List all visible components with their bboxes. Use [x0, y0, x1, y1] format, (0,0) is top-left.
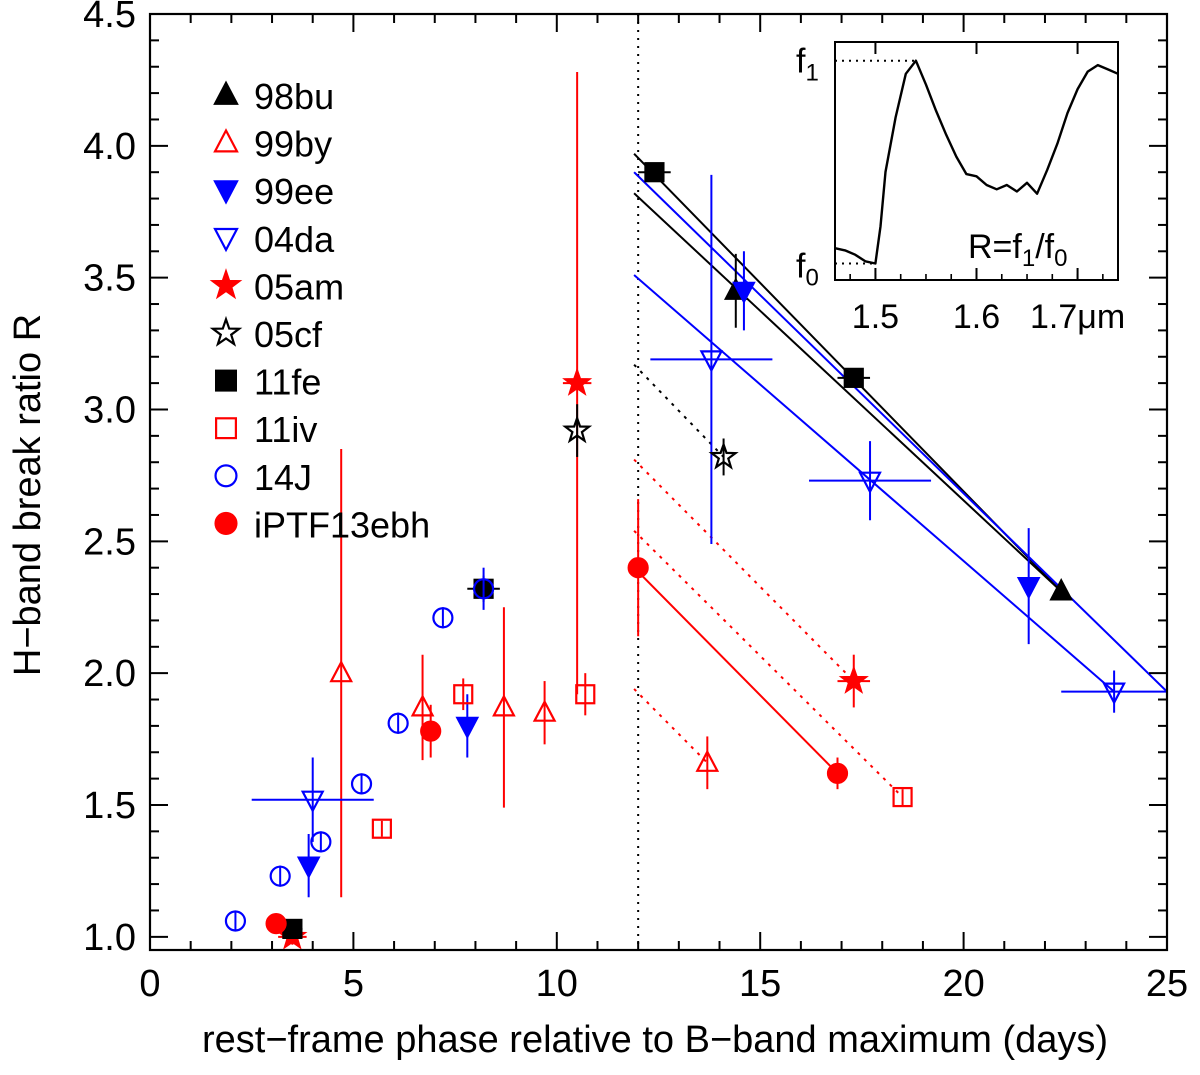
legend-marker-14j — [214, 464, 238, 488]
x-tick-label: 10 — [536, 963, 578, 1005]
data-point-iptf13ebh-3 — [826, 762, 849, 784]
data-point-14j-6 — [472, 578, 495, 600]
data-point-14j-2 — [310, 831, 332, 853]
y-tick-label: 2.5 — [83, 521, 136, 563]
inset-ratio-annotation: R=f1/f0 — [968, 228, 1067, 272]
data-point-iptf13ebh-2 — [627, 557, 649, 579]
data-point-iptf13ebh-0 — [265, 913, 287, 935]
x-tick-label: 25 — [1146, 963, 1188, 1005]
legend-marker-05cf — [209, 315, 243, 347]
inset-spectrum: 1.5 1.6 1.7μm f1 f0 R=f1/f0 — [796, 41, 1125, 336]
fit-line-1 — [633, 192, 1062, 593]
legend-label-05cf: 05cf — [254, 314, 323, 355]
fit-line-4 — [633, 363, 725, 458]
legend-label-14j: 14J — [254, 457, 312, 498]
inset-x-tick-label: 1.6 — [953, 298, 1000, 336]
data-point-14j-3 — [350, 773, 373, 795]
data-point-99by-2 — [492, 694, 516, 717]
data-point-99ee-1 — [455, 716, 480, 740]
inset-frame — [834, 41, 1119, 281]
fit-line-8 — [633, 688, 709, 764]
data-point-04da-0 — [300, 790, 325, 814]
legend-label-98bu: 98bu — [254, 76, 334, 117]
inset-f0-label: f0 — [796, 247, 819, 291]
legend-marker-11fe — [215, 369, 238, 392]
legend-marker-99ee — [213, 180, 239, 205]
inset-x-tick-label: 1.5 — [852, 298, 899, 336]
data-points-layer — [224, 72, 1167, 950]
x-axis-title: rest−frame phase relative to B−band maxi… — [202, 1019, 1108, 1061]
data-point-14j-1 — [269, 865, 291, 887]
y-axis-title: H−band break ratio R — [7, 314, 49, 676]
data-point-04da-3 — [1102, 682, 1126, 705]
data-point-11iv-0 — [371, 818, 392, 839]
y-tick-label: 3.5 — [83, 258, 136, 300]
x-tick-label: 0 — [139, 963, 160, 1005]
legend-marker-99by — [213, 128, 239, 153]
data-point-99by-4 — [695, 749, 720, 772]
data-point-05am-2 — [838, 665, 869, 694]
data-point-04da-1 — [699, 350, 724, 373]
legend-marker-05am — [209, 268, 243, 300]
y-tick-label: 3.0 — [83, 389, 136, 431]
legend-label-05am: 05am — [254, 266, 344, 307]
fit-line-7 — [633, 566, 839, 775]
data-point-99ee-2 — [732, 281, 756, 305]
data-point-11iv-3 — [892, 786, 913, 808]
plot-frame — [148, 12, 1169, 952]
data-point-14j-4 — [387, 712, 409, 734]
x-tick-label: 5 — [343, 963, 364, 1005]
fit-lines-layer — [633, 14, 1168, 950]
y-tick-label: 1.0 — [83, 917, 136, 959]
data-point-iptf13ebh-1 — [420, 720, 442, 742]
y-tick-label: 2.0 — [83, 653, 136, 695]
data-point-14j-0 — [224, 910, 247, 932]
data-point-04da-2 — [858, 471, 882, 495]
data-point-99by-1 — [410, 694, 435, 717]
y-tick-label: 1.5 — [83, 785, 136, 827]
data-point-11fe-3 — [843, 367, 864, 388]
data-point-99ee-3 — [1016, 576, 1041, 600]
data-point-99ee-0 — [296, 856, 321, 879]
legend-label-11fe: 11fe — [254, 362, 321, 403]
data-point-99by-3 — [532, 699, 557, 722]
inset-spectrum-line — [834, 59, 1119, 265]
inset-x-tick-label: 1.7μm — [1030, 298, 1125, 336]
legend-label-99by: 99by — [254, 124, 332, 165]
y-tick-label: 4.0 — [83, 126, 136, 168]
plot-frame-layer: 0 5 10 15 20 25 1.0 1.5 2.0 2.5 3.0 3.5 4.0 4.5 — [83, 0, 1188, 1005]
data-point-98bu-1 — [1049, 578, 1074, 601]
data-point-14j-5 — [432, 607, 454, 629]
fit-line-6 — [633, 530, 904, 798]
data-point-05cf-1 — [708, 441, 739, 470]
legend-label-99ee: 99ee — [254, 171, 334, 212]
data-point-11fe-2 — [644, 162, 665, 183]
data-point-99by-0 — [329, 659, 354, 683]
legend-marker-04da — [213, 227, 239, 253]
data-point-05am-1 — [562, 367, 593, 396]
legend-marker-98bu — [213, 80, 239, 105]
fit-line-5 — [633, 458, 855, 682]
y-tick-label: 4.5 — [83, 0, 136, 36]
x-tick-label: 15 — [739, 963, 781, 1005]
legend-marker-iptf13ebh — [214, 511, 238, 535]
legend-label-04da: 04da — [254, 219, 335, 260]
legend-label-iptf13ebh: iPTF13ebh — [254, 504, 430, 545]
data-point-11iv-2 — [575, 684, 596, 705]
data-point-05cf-0 — [562, 414, 593, 444]
legend: 98bu 99by 99ee 04da 05am 05cf 11fe 11iv 14J iPTF1… — [209, 76, 430, 545]
x-tick-label: 20 — [942, 963, 984, 1005]
legend-marker-11iv — [215, 417, 238, 440]
fit-line-2 — [633, 171, 1168, 693]
data-point-11iv-1 — [453, 684, 474, 705]
inset-f1-label: f1 — [796, 43, 819, 87]
legend-label-11iv: 11iv — [254, 409, 317, 450]
